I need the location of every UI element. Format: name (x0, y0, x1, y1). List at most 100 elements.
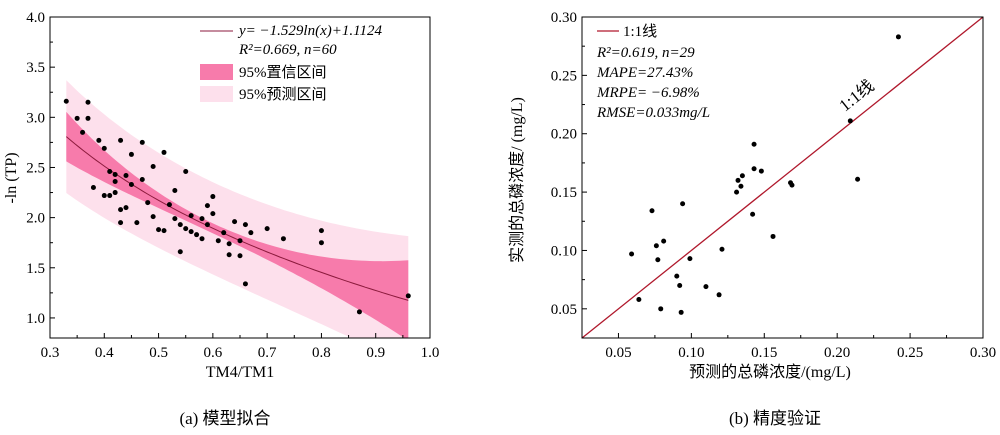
data-point (716, 292, 722, 298)
data-point (134, 220, 140, 226)
legend-line-label: 1:1线 (623, 23, 657, 40)
data-point (770, 233, 776, 239)
data-point (658, 306, 664, 312)
panel-a-caption: (a) 模型拟合 (179, 409, 270, 428)
stat-mrpe: MRPE= −6.98% (596, 85, 700, 101)
data-point (177, 249, 183, 255)
y-tick-label: 0.20 (551, 127, 577, 143)
data-point (183, 226, 189, 232)
data-point (649, 208, 655, 214)
data-point (215, 238, 221, 244)
x-axis-label: 预测的总磷浓度/(mg/L) (689, 363, 851, 381)
data-point (895, 34, 901, 40)
panel-a-legend: y= −1.529ln(x)+1.1124 R²=0.669, n=60 95%置信… (200, 23, 382, 103)
fit-curve (65, 136, 409, 301)
data-point (128, 151, 134, 157)
legend-pi-label: 95%预测区间 (239, 86, 327, 103)
data-point (74, 115, 80, 121)
data-point (177, 222, 183, 228)
stat-r2-n: R²=0.619, n=29 (596, 45, 695, 61)
data-point (123, 172, 129, 178)
data-point (242, 222, 248, 228)
x-tick-label: 0.3 (41, 345, 60, 361)
data-point (145, 200, 151, 206)
x-tick-label: 0.05 (605, 345, 631, 361)
y-tick-label: 2.0 (26, 211, 45, 227)
data-point (166, 202, 172, 208)
data-point (188, 229, 194, 235)
x-tick-label: 0.25 (897, 345, 923, 361)
data-point (194, 232, 200, 238)
data-point (734, 189, 740, 195)
data-point (738, 183, 744, 189)
data-point (107, 193, 113, 199)
data-point (139, 139, 145, 145)
data-point (680, 201, 686, 207)
data-point (226, 252, 232, 258)
data-point (356, 309, 362, 315)
y-axis-label: -ln (TP) (3, 152, 20, 203)
data-point (156, 227, 162, 233)
data-point (661, 238, 667, 244)
data-point (750, 211, 756, 217)
data-point (128, 182, 134, 188)
data-point (112, 179, 118, 185)
data-point (855, 176, 861, 182)
data-point (248, 230, 254, 236)
data-point (232, 219, 238, 225)
data-point (112, 190, 118, 196)
data-point (847, 118, 853, 124)
data-point (789, 182, 795, 188)
data-point (735, 177, 741, 183)
data-point (210, 194, 216, 200)
prediction-interval-band (66, 80, 409, 338)
data-point (674, 273, 680, 279)
data-point (719, 246, 725, 252)
data-point (90, 185, 96, 191)
data-point (405, 293, 411, 299)
data-point (199, 216, 205, 222)
data-point (172, 216, 178, 222)
data-point (96, 137, 102, 143)
legend-ci-swatch (200, 64, 233, 80)
y-tick-label: 0.30 (551, 10, 577, 26)
x-tick-label: 0.4 (95, 345, 114, 361)
x-tick-label: 0.15 (751, 345, 777, 361)
data-point (751, 166, 757, 172)
legend-pi-swatch (200, 86, 233, 102)
legend-ci-label: 95%置信区间 (239, 64, 327, 81)
x-tick-label: 0.30 (970, 345, 996, 361)
data-point (751, 141, 757, 147)
data-point (237, 238, 243, 244)
x-tick-label: 0.9 (366, 345, 385, 361)
x-tick-label: 1.0 (421, 345, 440, 361)
data-point (655, 257, 661, 263)
data-point (85, 99, 91, 105)
data-point (101, 193, 107, 199)
confidence-interval-band (66, 111, 409, 338)
x-tick-label: 0.8 (312, 345, 331, 361)
data-point (242, 281, 248, 287)
data-point (318, 228, 324, 234)
y-tick-label: 2.5 (26, 160, 45, 176)
data-point (161, 228, 167, 234)
y-tick-label: 1.5 (26, 261, 45, 277)
x-tick-label: 0.5 (149, 345, 168, 361)
data-point (139, 177, 145, 183)
panel-b-caption: (b) 精度验证 (729, 409, 821, 428)
y-tick-label: 0.05 (551, 302, 577, 318)
one-to-one-line (581, 16, 984, 339)
data-point (687, 256, 693, 262)
data-point (63, 98, 69, 104)
data-point (703, 284, 709, 290)
y-axis-label: 实测的总磷浓度/ (mg/L) (508, 97, 526, 263)
data-point (172, 188, 178, 194)
data-point (118, 137, 124, 143)
data-point (677, 282, 683, 288)
legend-fit-label: y= −1.529ln(x)+1.1124 (237, 23, 382, 39)
data-point (188, 213, 194, 219)
legend-stats-label: R²=0.669, n=60 (238, 42, 337, 58)
data-point (237, 253, 243, 259)
y-tick-label: 3.5 (26, 60, 45, 76)
